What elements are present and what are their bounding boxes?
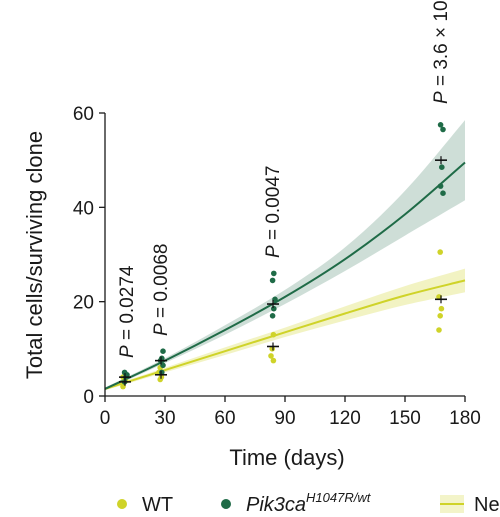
fit-line-0 [104,279,466,390]
data-point [160,348,166,355]
p-value-label: P = 0.0068 [151,244,172,336]
data-point [121,369,128,376]
tick-labels: 0 30 60 90 120 150 180 0 20 40 60 [73,104,481,429]
legend-wt-label: WT [142,494,173,516]
p-value-label: P = 3.6 × 10 [431,0,452,104]
legend-pik3ca-superscript: H1047R/wt [306,490,372,505]
mean-markers [119,156,447,386]
x-tick-label: 90 [274,408,295,429]
data-point [271,270,277,277]
legend-pik3ca-label: Pik3caH1047R/wt [246,490,372,516]
data-point [437,122,444,128]
legend-pik3ca-marker [221,499,231,509]
y-tick-label: 0 [83,387,94,408]
data-point [270,331,277,338]
y-tick-label: 20 [73,293,94,314]
x-tick-label: 180 [449,408,481,429]
p-value-letter: P [151,323,172,336]
p-value-number: = 3.6 × 10 [431,0,452,91]
p-value-letter: P [263,245,284,258]
data-point [437,183,444,189]
data-point [436,327,442,333]
x-axis-label: Time (days) [229,445,344,470]
p-value-number: = 0.0068 [151,244,172,324]
data-point [160,362,166,369]
legend: WT Pik3caH1047R/wt Ne [117,490,500,516]
data-point [120,383,126,390]
data-point [269,277,276,284]
y-tick-label: 40 [73,198,94,219]
p-value-letter: P [431,91,452,104]
x-tick-label: 120 [329,408,361,429]
data-point [269,346,276,352]
x-tick-label: 60 [214,408,235,429]
p-value-letter: P [117,345,138,358]
x-tick-label: 30 [154,408,175,429]
axes [99,112,466,402]
data-point [269,313,276,319]
p-value-number: = 0.0047 [263,166,284,246]
p-value-number: = 0.0274 [117,265,138,345]
data-point [268,353,274,359]
data-point [439,164,445,170]
legend-band-label: Ne [474,494,500,516]
p-value-label: P = 0.0274 [117,265,138,358]
data-point [437,313,444,319]
data-point [437,249,444,255]
legend-pik3ca-name: Pik3ca [246,494,306,516]
x-tick-label: 150 [389,408,421,429]
x-tick-label: 0 [100,408,111,429]
data-point [438,305,445,312]
y-axis-label: Total cells/surviving clone [22,131,47,379]
p-value-label: P = 0.0047 [263,166,284,258]
data-point [271,305,277,312]
data-point [270,357,277,364]
data-point [440,190,446,196]
data-point [440,126,446,133]
legend-wt-marker [117,499,127,509]
y-tick-label: 60 [73,104,94,125]
